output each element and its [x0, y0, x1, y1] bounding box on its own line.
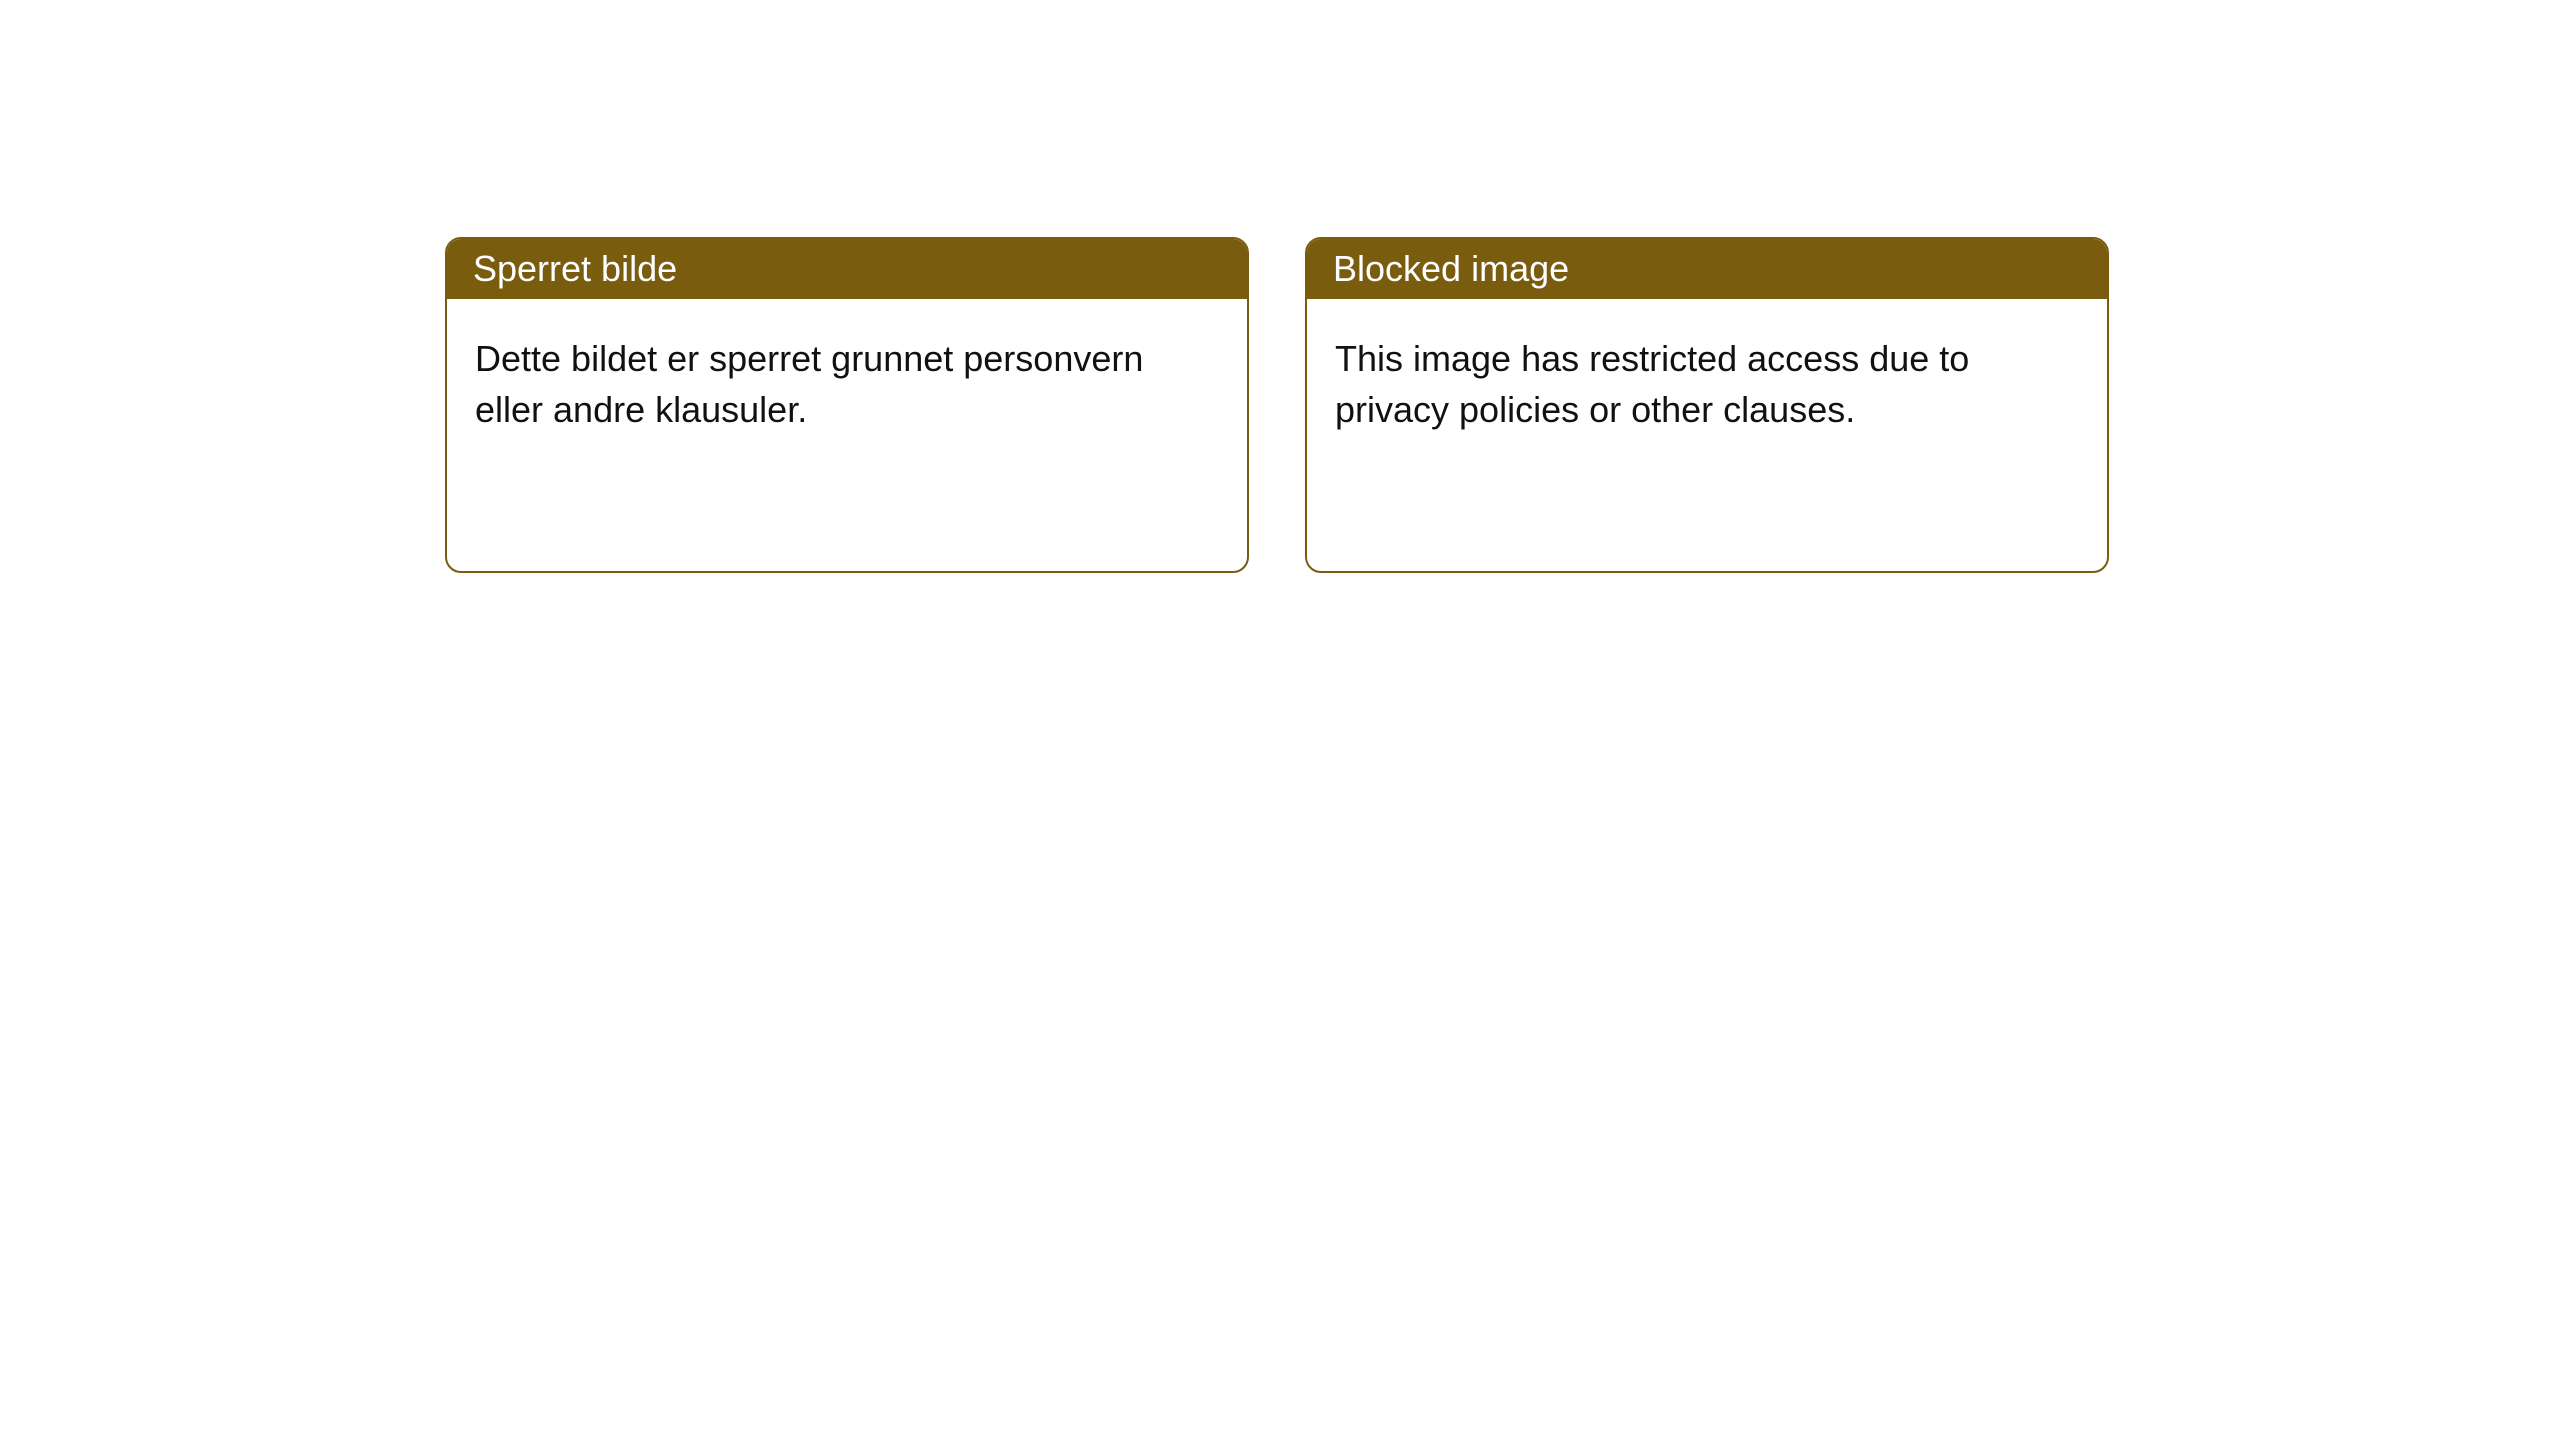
notice-card-english: Blocked image This image has restricted … [1305, 237, 2109, 573]
notice-body: Dette bildet er sperret grunnet personve… [447, 299, 1247, 469]
notices-container: Sperret bilde Dette bildet er sperret gr… [0, 0, 2560, 573]
notice-title: Blocked image [1333, 248, 1569, 290]
notice-body: This image has restricted access due to … [1307, 299, 2107, 469]
notice-body-text: Dette bildet er sperret grunnet personve… [475, 338, 1143, 430]
notice-header: Sperret bilde [447, 239, 1247, 299]
notice-title: Sperret bilde [473, 248, 677, 290]
notice-header: Blocked image [1307, 239, 2107, 299]
notice-body-text: This image has restricted access due to … [1335, 338, 1969, 430]
notice-card-norwegian: Sperret bilde Dette bildet er sperret gr… [445, 237, 1249, 573]
